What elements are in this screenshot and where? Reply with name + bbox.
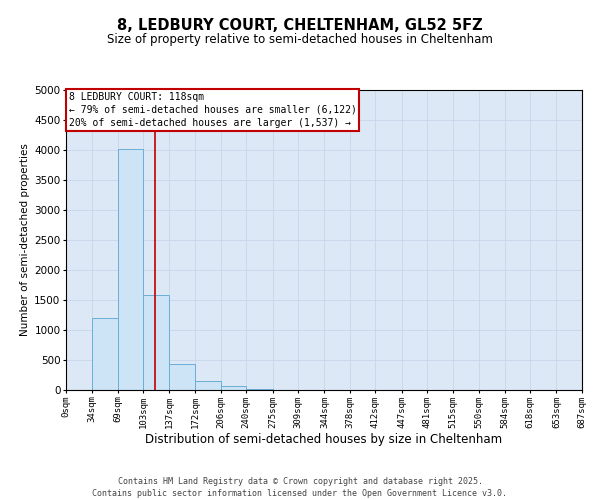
Bar [118, 149, 143, 390]
Text: Size of property relative to semi-detached houses in Cheltenham: Size of property relative to semi-detach… [107, 32, 493, 46]
Bar [246, 389, 272, 390]
Bar [169, 364, 195, 390]
Text: Contains HM Land Registry data © Crown copyright and database right 2025.
Contai: Contains HM Land Registry data © Crown c… [92, 476, 508, 498]
Bar [92, 318, 118, 390]
Bar [221, 386, 246, 390]
X-axis label: Distribution of semi-detached houses by size in Cheltenham: Distribution of semi-detached houses by … [145, 434, 503, 446]
Y-axis label: Number of semi-detached properties: Number of semi-detached properties [20, 144, 30, 336]
Text: 8, LEDBURY COURT, CHELTENHAM, GL52 5FZ: 8, LEDBURY COURT, CHELTENHAM, GL52 5FZ [117, 18, 483, 32]
Bar [195, 381, 221, 390]
Bar [143, 295, 169, 390]
Text: 8 LEDBURY COURT: 118sqm
← 79% of semi-detached houses are smaller (6,122)
20% of: 8 LEDBURY COURT: 118sqm ← 79% of semi-de… [68, 92, 356, 128]
